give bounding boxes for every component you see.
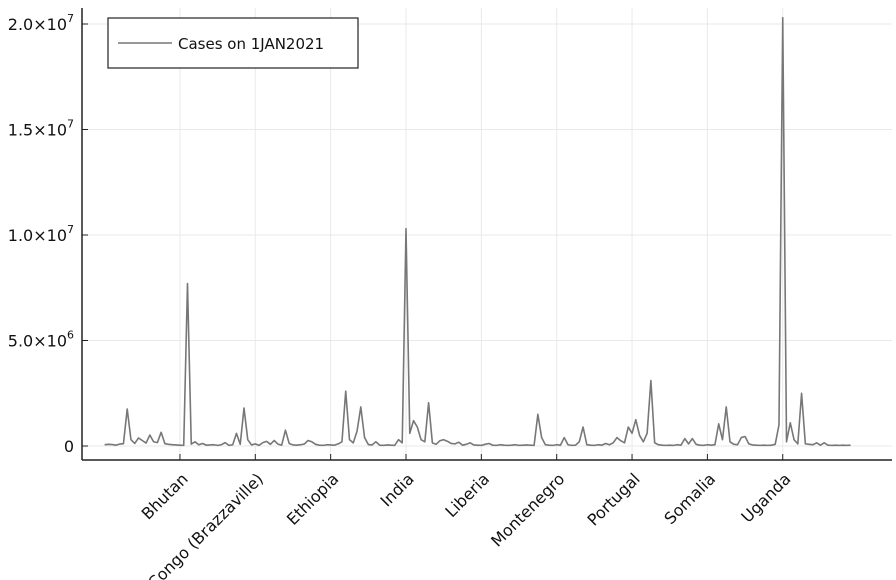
x-tick-label: Portugal [584, 469, 644, 529]
y-tick-label: 5.0×106 [8, 329, 74, 351]
x-tick-label: Uganda [737, 469, 794, 526]
x-tick-label: Bhutan [138, 469, 192, 523]
grid-lines [82, 8, 892, 460]
legend-label: Cases on 1JAN2021 [178, 35, 324, 53]
x-tick-label: Liberia [441, 469, 493, 521]
x-tick-label: India [377, 469, 418, 510]
y-tick-label: 2.0×107 [8, 12, 74, 34]
y-tick-label: 1.5×107 [8, 118, 74, 140]
x-tick-label: Ethiopia [283, 469, 343, 529]
y-tick-label: 0 [64, 437, 74, 456]
legend: Cases on 1JAN2021 [107, 17, 359, 69]
x-tick-label: Somalia [660, 469, 719, 528]
x-tick-label: Montenegro [487, 469, 568, 550]
series-line [104, 16, 851, 447]
y-tick-label: 1.0×107 [8, 223, 74, 245]
y-axis-ticks: 0 5.0×106 1.0×107 1.5×107 2.0×107 [8, 12, 88, 456]
